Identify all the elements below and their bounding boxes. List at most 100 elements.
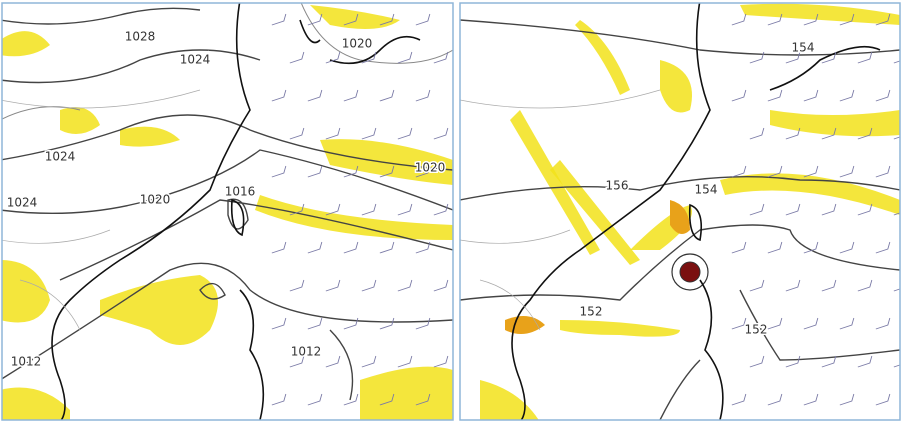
isobars [2, 3, 453, 401]
isobar-label: 1012 [291, 345, 322, 359]
wind-barb [803, 393, 819, 406]
contour-label: 154 [792, 41, 815, 55]
wind-barb [343, 165, 359, 178]
wind-barb [343, 13, 359, 26]
wind-barb [857, 279, 873, 292]
wind-barb [749, 355, 765, 368]
wind-barb [307, 89, 323, 102]
height-contours [460, 19, 900, 420]
wind-barb [271, 13, 287, 26]
wind-barb [361, 127, 377, 140]
wind-barb [767, 165, 783, 178]
contour-label: 154 [695, 183, 718, 197]
wind-barb [415, 241, 431, 254]
wind-barb [289, 127, 305, 140]
wind-barb [731, 165, 747, 178]
wind-barbs [731, 13, 900, 406]
wind-barb [271, 89, 287, 102]
wind-barb [433, 279, 449, 292]
panel-frame [1, 2, 454, 421]
wind-barb [415, 89, 431, 102]
wind-barb [821, 127, 837, 140]
wind-barb [415, 317, 431, 330]
wind-barb [785, 355, 801, 368]
wind-barb [325, 355, 341, 368]
panel-frame [459, 2, 901, 421]
wind-barb [361, 279, 377, 292]
wind-barb [379, 317, 395, 330]
wind-barb [271, 317, 287, 330]
wind-barb [875, 165, 891, 178]
wind-barb [731, 89, 747, 102]
wind-barb [749, 51, 765, 64]
wind-barb [821, 355, 837, 368]
wind-barb [803, 89, 819, 102]
wind-barb [875, 317, 891, 330]
wind-barb [379, 13, 395, 26]
wind-barb [731, 393, 747, 406]
isobar-label: 1028 [125, 30, 156, 44]
wind-barb [343, 89, 359, 102]
isobar-label: 1016 [225, 185, 256, 199]
wind-barb [893, 136, 900, 140]
wind-barb [307, 165, 323, 178]
wind-barb [803, 241, 819, 254]
wind-barb [767, 13, 783, 26]
left-panel: 1028 1024 1020 1024 1020 1024 1020 1016 … [2, 3, 453, 420]
typhoon-center [679, 261, 701, 283]
wind-barb [361, 355, 377, 368]
wind-barb [325, 127, 341, 140]
wind-barb [397, 355, 413, 368]
wind-barb [397, 51, 413, 64]
wind-barb [875, 13, 891, 26]
wind-barb [379, 165, 395, 178]
wind-barb [839, 89, 855, 102]
wind-barb [893, 212, 900, 216]
wind-barb [767, 89, 783, 102]
wind-barb [433, 127, 449, 140]
wind-barb [343, 317, 359, 330]
coastlines [460, 3, 881, 420]
wind-barb [731, 241, 747, 254]
contour-label: 156 [606, 179, 629, 193]
wind-barb [343, 241, 359, 254]
wind-barb [415, 165, 431, 178]
contour-label: 152 [745, 323, 768, 337]
wind-barb [307, 13, 323, 26]
isobar-label: 1020 [415, 161, 446, 175]
wind-barb [893, 364, 900, 368]
wind-barb [749, 127, 765, 140]
wind-barb [803, 13, 819, 26]
wind-barb [289, 355, 305, 368]
wind-barb [839, 241, 855, 254]
wind-barb [857, 127, 873, 140]
wind-barb [397, 279, 413, 292]
wind-barb [289, 279, 305, 292]
wind-barb [785, 279, 801, 292]
wind-barb [415, 393, 431, 406]
wind-barb [785, 203, 801, 216]
wind-barb [803, 165, 819, 178]
isobar-label: 1012 [11, 355, 42, 369]
precip-areas [2, 5, 453, 420]
wind-barb [325, 279, 341, 292]
isobar-label: 1024 [45, 150, 76, 164]
wind-barb [839, 393, 855, 406]
wind-barb [857, 203, 873, 216]
wind-barb [271, 241, 287, 254]
wind-barb [271, 393, 287, 406]
wind-barb [785, 51, 801, 64]
wind-barb [397, 203, 413, 216]
wind-barb [785, 127, 801, 140]
wind-barb [767, 317, 783, 330]
wind-barb [379, 241, 395, 254]
wind-barb [875, 89, 891, 102]
wind-barb [343, 393, 359, 406]
wind-barb [893, 288, 900, 292]
wind-barb [839, 317, 855, 330]
wind-barbs [271, 13, 449, 406]
wind-barb [307, 317, 323, 330]
wind-barb [433, 355, 449, 368]
wind-barb [749, 279, 765, 292]
